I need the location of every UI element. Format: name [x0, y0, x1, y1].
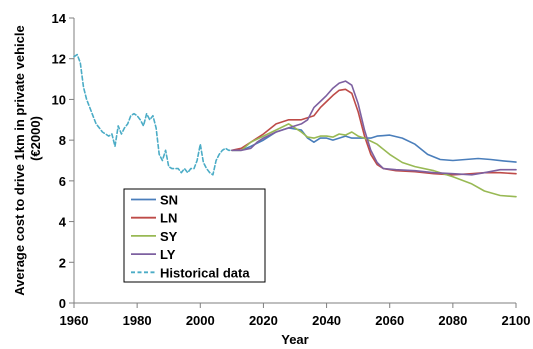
- tick-marks: [69, 17, 517, 308]
- y-axis-title-line-1: Average cost to drive 1km in private veh…: [12, 25, 27, 295]
- legend-label: Historical data: [160, 265, 250, 280]
- axes: [73, 18, 516, 304]
- x-tick-label: 2020: [249, 313, 278, 328]
- y-tick-label: 0: [59, 296, 66, 311]
- x-tick-label: 2000: [186, 313, 215, 328]
- y-tick-label: 6: [59, 174, 66, 189]
- y-tick-label: 4: [59, 215, 67, 230]
- x-tick-label: 2060: [375, 313, 404, 328]
- series-line-sy: [231, 123, 517, 198]
- x-tick-label: 2100: [502, 313, 531, 328]
- legend-label: SY: [160, 229, 178, 244]
- tick-labels: 0 2 4 6 8 10 12 14 1960 1980 2000 2020 2040 2060 2080 2…: [52, 11, 531, 328]
- y-tick-label: 12: [52, 52, 66, 67]
- series-line-ly: [231, 80, 517, 176]
- legend-label: LN: [160, 211, 177, 226]
- series-lines: [73, 53, 517, 198]
- y-tick-label: 10: [52, 92, 66, 107]
- x-tick-label: 1960: [60, 313, 89, 328]
- x-tick-label: 1980: [123, 313, 152, 328]
- x-tick-label: 2080: [438, 313, 467, 328]
- x-tick-label: 2040: [312, 313, 341, 328]
- y-tick-label: 2: [59, 255, 66, 270]
- x-axis-title: Year: [281, 332, 308, 347]
- legend-label: LY: [160, 247, 176, 262]
- legend-label: SN: [160, 193, 178, 208]
- legend: SN LN SY LY Historical data: [123, 188, 266, 283]
- y-axis-title-line-2: (€2000): [28, 116, 43, 161]
- y-tick-label: 8: [59, 133, 66, 148]
- series-line-historical-data: [73, 53, 233, 176]
- y-tick-label: 14: [52, 11, 67, 26]
